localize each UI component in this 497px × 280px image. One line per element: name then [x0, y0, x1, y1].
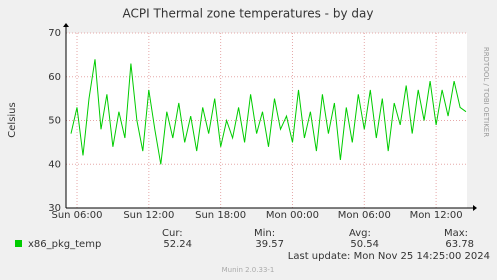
y-tick-label: 60: [48, 72, 61, 83]
footer: Munin 2.0.33-1: [222, 266, 275, 274]
last-update: Last update: Mon Nov 25 14:25:00 2024: [288, 251, 490, 262]
side-text: RRDTOOL / TOBI OETIKER: [482, 47, 490, 137]
data-line: [70, 59, 467, 165]
x-tick-label: Sun 12:00: [123, 210, 174, 221]
stat-label: Max:: [444, 228, 468, 239]
chart-title: ACPI Thermal zone temperatures - by day: [123, 7, 374, 21]
x-axis-arrow: [473, 205, 477, 211]
stat-label: Min:: [254, 228, 275, 239]
stat-value: 52.24: [163, 239, 192, 250]
x-tick-label: Mon 06:00: [338, 210, 391, 221]
y-tick-label: 30: [48, 203, 61, 214]
y-tick-label: 50: [48, 116, 61, 127]
y-axis-arrow: [63, 23, 69, 27]
stat-label: Avg:: [349, 228, 371, 239]
stat-value: 63.78: [445, 239, 474, 250]
stat-value: 50.54: [350, 239, 379, 250]
stat-value: 39.57: [255, 239, 284, 250]
legend-swatch: [15, 240, 22, 247]
y-axis-label: Celsius: [7, 102, 18, 137]
stat-label: Cur:: [162, 228, 183, 239]
x-tick-label: Mon 00:00: [266, 210, 319, 221]
x-tick-label: Mon 12:00: [410, 210, 463, 221]
y-tick-label: 40: [48, 159, 61, 170]
y-tick-label: 70: [48, 28, 61, 39]
x-tick-label: Sun 18:00: [195, 210, 246, 221]
x-tick-label: Sun 06:00: [51, 210, 102, 221]
legend-label: x86_pkg_temp: [28, 239, 101, 250]
